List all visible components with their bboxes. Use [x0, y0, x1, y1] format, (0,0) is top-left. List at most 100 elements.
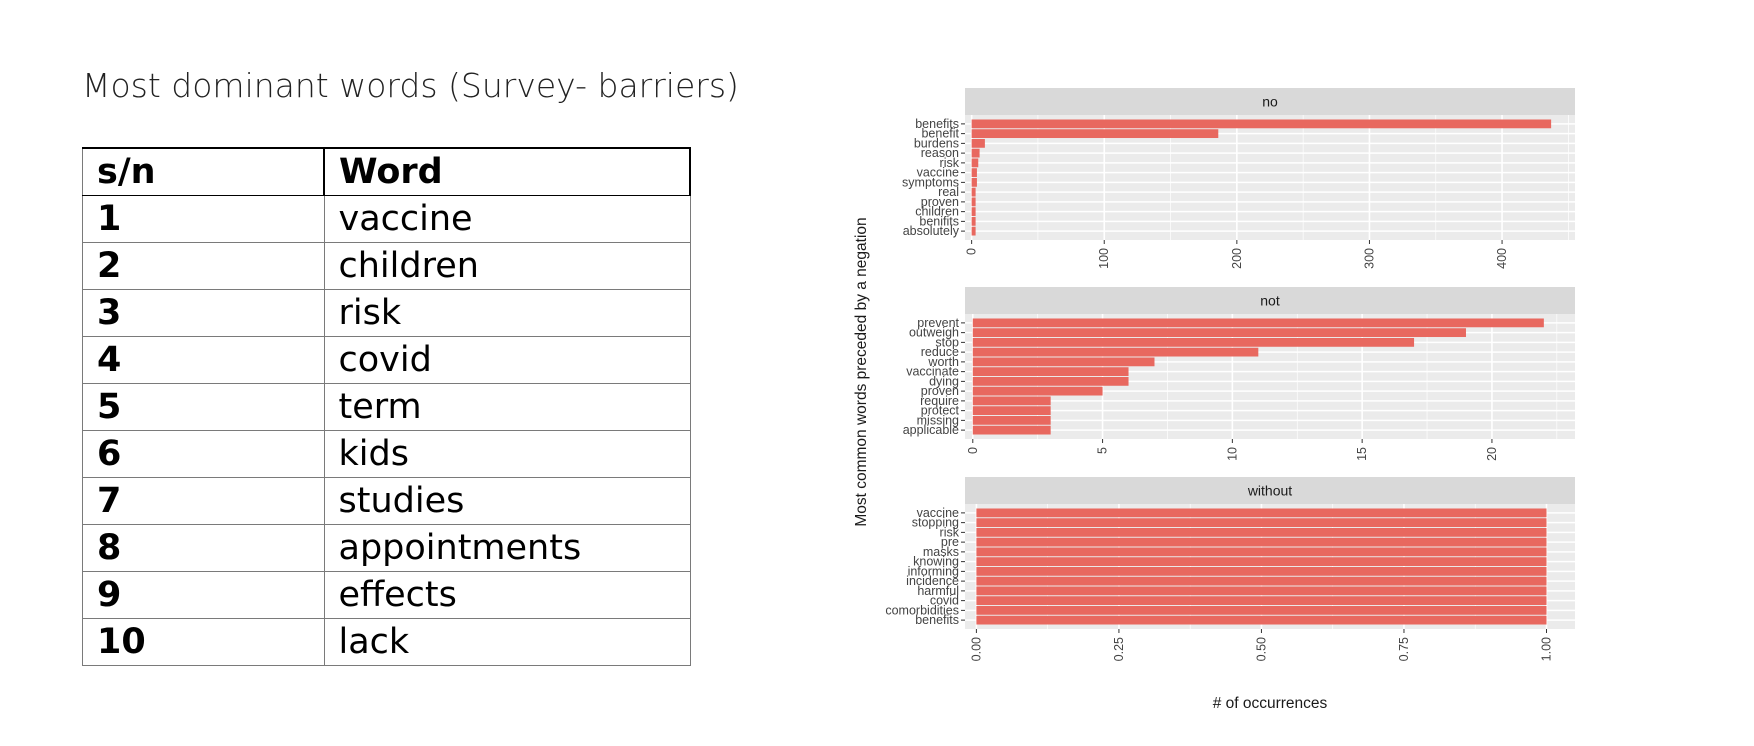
table-header-row: s/n Word [82, 147, 691, 196]
facet-label: no [1262, 94, 1278, 110]
bar [972, 357, 1155, 367]
row-word: risk [323, 289, 691, 337]
row-sn: 3 [82, 289, 325, 337]
bar [976, 566, 1547, 576]
category-label: children [915, 205, 959, 219]
slide-title: Most dominant words (Survey- barriers) [82, 66, 739, 105]
facet-strip [965, 287, 1575, 314]
bar [972, 347, 1259, 357]
bar [971, 197, 976, 207]
table-row: 4 covid [82, 336, 691, 384]
bar [971, 148, 980, 158]
bar [971, 119, 1552, 129]
x-tick-label: 15 [1355, 447, 1369, 461]
x-tick-label: 1.00 [1539, 637, 1553, 661]
x-tick-label: 0.25 [1112, 637, 1126, 661]
row-sn: 10 [82, 618, 325, 666]
x-tick-label: 0.00 [969, 637, 983, 661]
category-label: vaccine [917, 166, 959, 180]
bar [972, 386, 1103, 396]
table-row: 3 risk [82, 289, 691, 337]
category-label: masks [923, 545, 959, 559]
category-label: outweigh [909, 326, 959, 340]
row-word: covid [323, 336, 691, 384]
bar [971, 158, 979, 168]
bar [976, 537, 1547, 547]
category-label: covid [930, 594, 959, 608]
x-tick-label: 100 [1097, 248, 1111, 269]
row-sn: 6 [82, 430, 325, 478]
row-word: vaccine [323, 195, 691, 243]
category-label: applicable [903, 423, 959, 437]
category-label: protect [921, 404, 960, 418]
category-label: pre [941, 535, 959, 549]
category-label: require [920, 394, 959, 408]
table-row: 1 vaccine [82, 195, 691, 243]
row-sn: 5 [82, 383, 325, 431]
negation-facet-chart: nobenefitsbenefitburdensreasonriskvaccin… [853, 88, 1575, 712]
bar [971, 168, 977, 178]
table-row: 7 studies [82, 477, 691, 525]
row-word: children [323, 242, 691, 290]
category-label: vaccine [917, 506, 959, 520]
bar [972, 425, 1051, 435]
row-word: kids [323, 430, 691, 478]
category-label: real [938, 185, 959, 199]
x-tick-label: 0.75 [1397, 637, 1411, 661]
x-tick-label: 20 [1485, 447, 1499, 461]
facet-label: not [1260, 293, 1280, 309]
x-axis-title: # of occurrences [1213, 695, 1328, 712]
bar [972, 376, 1129, 386]
bar [976, 557, 1547, 567]
bar [972, 318, 1544, 328]
bar [976, 596, 1547, 606]
category-label: benifits [919, 214, 959, 228]
row-sn: 1 [82, 195, 325, 243]
bar [976, 615, 1547, 625]
category-label: dying [929, 374, 959, 388]
row-word: appointments [323, 524, 691, 572]
table-row: 2 children [82, 242, 691, 290]
category-label: worth [927, 355, 959, 369]
header-word: Word [323, 147, 691, 196]
x-tick-label: 0 [966, 447, 980, 454]
bar [971, 207, 976, 217]
bar [976, 508, 1547, 518]
bar [972, 337, 1415, 347]
table-row: 10 lack [82, 618, 691, 666]
bar [972, 406, 1051, 416]
category-label: vaccinate [906, 365, 959, 379]
bar [976, 527, 1547, 537]
x-tick-label: 5 [1096, 447, 1110, 454]
bar [976, 605, 1547, 615]
facet-strip [965, 88, 1575, 115]
x-tick-label: 400 [1495, 248, 1509, 269]
category-label: incidence [906, 574, 959, 588]
category-label: benefits [915, 613, 959, 627]
row-word: studies [323, 477, 691, 525]
table-row: 8 appointments [82, 524, 691, 572]
bar [971, 187, 976, 197]
category-label: informing [908, 564, 959, 578]
row-word: lack [323, 618, 691, 666]
category-label: knowing [913, 555, 959, 569]
category-label: reason [921, 146, 959, 160]
facet-strip [965, 477, 1575, 504]
category-label: comorbidities [885, 603, 959, 617]
bar [976, 586, 1547, 596]
dominant-words-table: s/n Word 1 vaccine 2 children 3 risk 4 covid… [82, 147, 691, 666]
bar [972, 396, 1051, 406]
header-sn: s/n [82, 147, 325, 196]
x-tick-label: 0 [965, 248, 979, 255]
x-tick-label: 0.50 [1254, 637, 1268, 661]
category-label: stopping [912, 516, 959, 530]
category-label: missing [917, 413, 959, 427]
facet-label: without [1247, 483, 1292, 499]
category-label: absolutely [903, 224, 960, 238]
bar [976, 576, 1547, 586]
row-sn: 2 [82, 242, 325, 290]
category-label: reduce [921, 345, 959, 359]
category-label: risk [940, 525, 960, 539]
bar [971, 177, 977, 187]
category-label: symptoms [902, 175, 959, 189]
